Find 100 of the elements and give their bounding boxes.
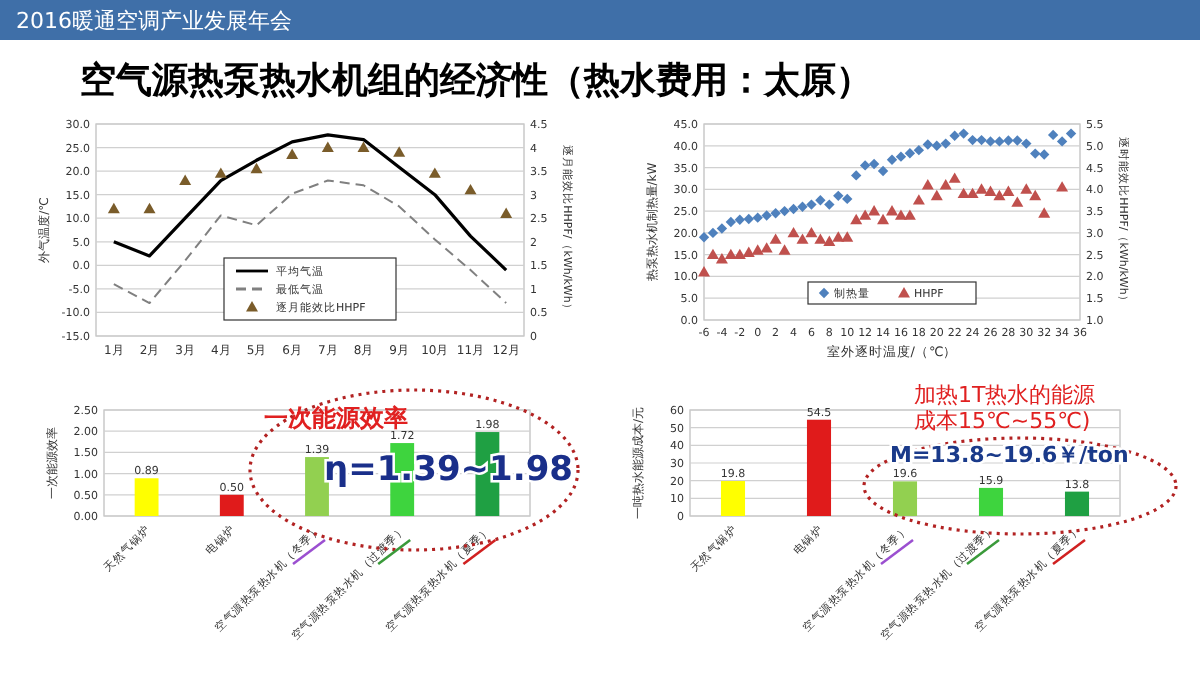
point: [743, 213, 754, 225]
point: [975, 183, 988, 194]
point: [841, 231, 854, 242]
point: [1030, 148, 1041, 159]
point: [1002, 185, 1015, 196]
bar: [134, 478, 159, 516]
point: [903, 209, 916, 220]
point: [877, 213, 890, 225]
point: [912, 194, 925, 205]
point: [868, 205, 881, 216]
point: [1029, 189, 1042, 201]
point: [707, 227, 719, 239]
point: [985, 136, 996, 147]
point: [321, 141, 334, 152]
point: [859, 160, 871, 171]
point: [806, 199, 817, 210]
point: [107, 202, 120, 214]
point: [716, 223, 728, 234]
point: [393, 146, 406, 157]
point: [894, 209, 907, 220]
point: [779, 205, 790, 217]
point: [286, 148, 299, 160]
point: [842, 193, 853, 205]
bar: [219, 494, 244, 516]
point: [724, 248, 737, 260]
point: [824, 199, 835, 210]
point: [1056, 136, 1068, 147]
line-series: [112, 179, 508, 305]
point: [948, 172, 961, 183]
annotation: 加热1T热水的能源成本15℃~55℃): [914, 382, 1098, 434]
point: [939, 178, 952, 190]
point: [1038, 149, 1050, 160]
point: [1047, 129, 1059, 141]
point: [1065, 128, 1077, 139]
point: [1012, 135, 1023, 146]
point: [886, 154, 898, 165]
point: [143, 202, 156, 214]
point: [814, 233, 827, 244]
point: [500, 207, 513, 218]
point: [428, 167, 441, 178]
point: [797, 201, 808, 212]
point: [984, 185, 997, 196]
point: [886, 205, 898, 216]
point: [770, 208, 781, 219]
point: [832, 231, 845, 242]
point: [1020, 183, 1033, 194]
point: [913, 144, 925, 156]
point: [742, 246, 755, 257]
point: [725, 216, 737, 228]
point: [868, 158, 880, 170]
point: [769, 233, 782, 244]
point: [1021, 138, 1032, 149]
point: [706, 248, 719, 260]
point: [357, 141, 370, 152]
point: [715, 253, 728, 264]
bar: [720, 481, 746, 516]
chart-title: 空气源热泵热水机组的经济性（热水费用：太原）: [80, 60, 872, 102]
point: [250, 162, 263, 174]
point: [698, 266, 710, 277]
point: [850, 213, 863, 225]
point: [815, 195, 826, 206]
point: [1038, 207, 1051, 218]
point: [930, 189, 943, 201]
point: [922, 139, 934, 150]
point: [760, 242, 773, 253]
point: [778, 244, 791, 255]
point: [1003, 135, 1014, 146]
point: [787, 226, 800, 238]
point: [994, 136, 1005, 147]
point: [214, 167, 227, 178]
point: [949, 130, 960, 141]
point: [1011, 196, 1024, 207]
point: [993, 189, 1006, 201]
bar: [1064, 491, 1090, 516]
point: [967, 134, 978, 146]
point: [698, 232, 710, 243]
point: [751, 244, 764, 255]
bar: [305, 457, 329, 516]
bar: [806, 419, 832, 516]
point: [931, 140, 942, 151]
point: [904, 147, 916, 159]
point: [958, 128, 969, 139]
point: [761, 210, 772, 221]
point: [877, 165, 889, 177]
text: 2016暖通空调产业发展年会: [16, 8, 292, 34]
point: [850, 170, 862, 181]
point: [752, 212, 763, 223]
point: [940, 138, 951, 149]
point: [1056, 181, 1069, 192]
point: [833, 190, 844, 202]
annotation: 一次能源效率: [264, 404, 408, 432]
point: [823, 235, 836, 246]
point: [788, 203, 799, 215]
point: [805, 226, 818, 238]
point: [859, 209, 872, 220]
point: [179, 174, 192, 185]
point: [895, 151, 907, 162]
point: [921, 178, 934, 190]
bar: [978, 487, 1004, 516]
point: [734, 214, 746, 226]
